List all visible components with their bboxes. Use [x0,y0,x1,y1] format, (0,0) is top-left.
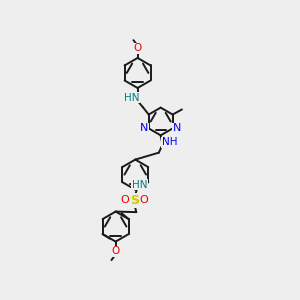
Text: N: N [140,123,149,134]
Text: S: S [130,194,139,207]
Text: O: O [140,195,148,205]
Text: N: N [173,123,181,134]
Text: O: O [134,43,142,53]
Text: HN: HN [124,93,140,103]
Text: NH: NH [162,137,177,147]
Text: HN: HN [132,180,147,190]
Text: O: O [112,246,120,256]
Text: O: O [120,195,129,205]
